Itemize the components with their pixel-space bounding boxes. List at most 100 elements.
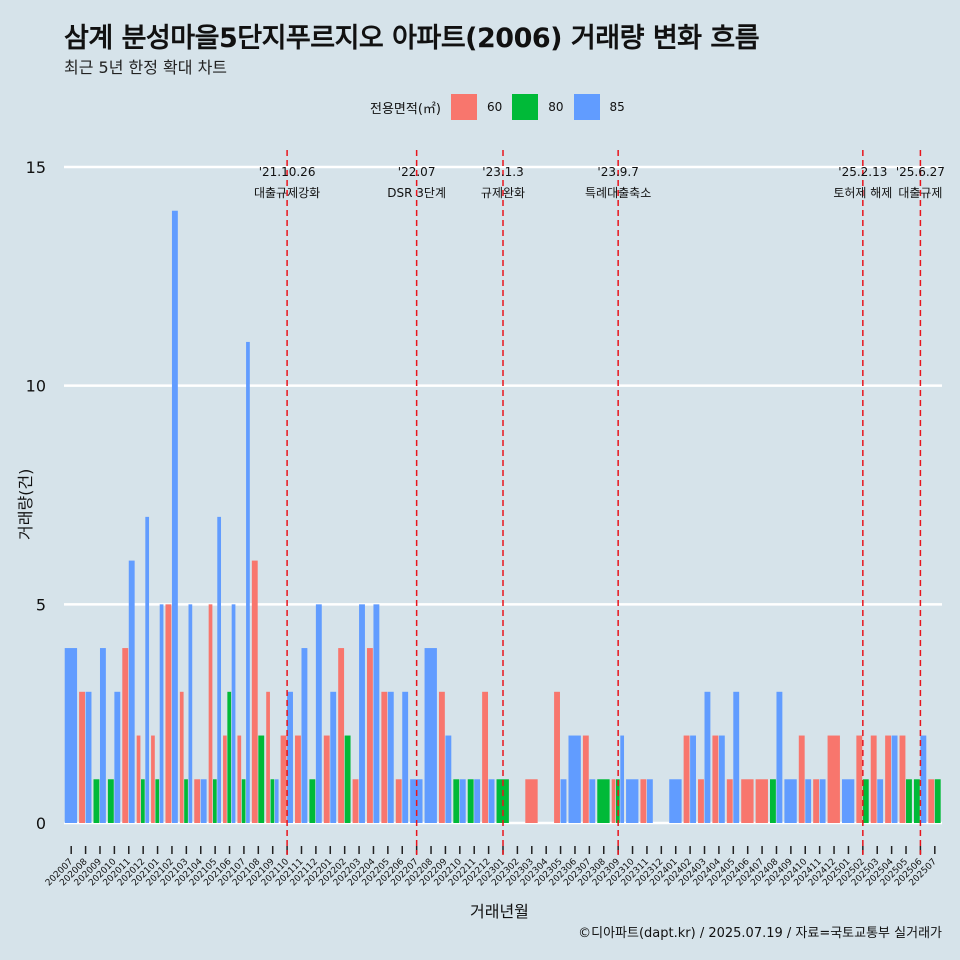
bar-80-202507 — [934, 779, 941, 823]
bar-85-202401 — [669, 779, 682, 823]
bar-80-202012 — [141, 779, 145, 823]
bar-60-202410 — [798, 735, 805, 823]
bar-80-202105 — [212, 779, 217, 823]
x-axis-label: 거래년월 — [470, 902, 529, 921]
bar-60-202406 — [741, 779, 754, 823]
bar-85-202011 — [128, 560, 135, 823]
event-label: DSR 3단계 — [387, 186, 446, 200]
bar-85-202008 — [85, 691, 92, 823]
event-label: 규제완화 — [481, 186, 525, 200]
bar-60-202309 — [611, 779, 616, 823]
bar-60-202110 — [280, 735, 287, 823]
event-date: '21.10.26 — [259, 165, 316, 179]
bar-85-202201 — [330, 691, 337, 823]
bar-85-202111 — [301, 648, 308, 823]
bar-85-202307 — [589, 779, 596, 823]
bar-60-202505 — [899, 735, 906, 823]
bar-80-202107 — [241, 779, 246, 823]
bar-85-202305 — [560, 779, 567, 823]
bar-60-202305 — [554, 691, 560, 823]
bar-85-202102 — [171, 210, 178, 823]
legend-item-80: 80 — [512, 94, 564, 120]
event-date: '23.1.3 — [482, 165, 523, 179]
bar-80-202103 — [184, 779, 188, 823]
bar-60-202307 — [582, 735, 589, 823]
y-tick-label: 15 — [26, 158, 46, 177]
caption: ©디아파트(dapt.kr) / 2025.07.19 / 자료=국토교통부 실… — [578, 926, 942, 941]
bar-85-202106 — [231, 604, 236, 823]
bar-60-202101 — [151, 735, 155, 823]
bar-80-202211 — [467, 779, 474, 823]
bar-85-202105 — [217, 516, 222, 823]
bar-85-202211 — [474, 779, 481, 823]
bar-60-202311 — [640, 779, 647, 823]
chart-title: 삼계 분성마을5단지푸르지오 아파트(2006) 거래량 변화 흐름 — [64, 23, 760, 54]
bar-85-202404 — [718, 735, 725, 823]
bar-85-202410 — [805, 779, 812, 823]
bar-60-202407 — [755, 779, 768, 823]
bar-85-202009 — [99, 648, 106, 823]
bar-60-202502 — [856, 735, 863, 823]
bar-85-202501 — [841, 779, 855, 823]
bar-60-202104 — [194, 779, 201, 823]
bar-80-202506 — [913, 779, 920, 823]
bar-85-202208 — [424, 648, 437, 823]
bar-85-202112 — [315, 604, 322, 823]
y-axis-label: 거래량(건) — [16, 468, 35, 540]
bar-80-202505 — [906, 779, 912, 823]
bar-60-202011 — [122, 648, 129, 823]
bar-60-202303 — [525, 779, 538, 823]
bar-85-202007 — [64, 648, 78, 823]
bar-85-202503 — [877, 779, 884, 823]
bar-80-202502 — [862, 779, 869, 823]
bar-85-202204 — [373, 604, 380, 823]
bar-60-202201 — [323, 735, 330, 823]
event-label: 특례대출축소 — [585, 186, 651, 200]
bar-85-202103 — [188, 604, 193, 823]
bar-60-202102 — [165, 604, 172, 823]
bar-60-202405 — [726, 779, 733, 823]
legend-label-60: 60 — [486, 100, 503, 114]
y-tick-label: 0 — [36, 814, 46, 833]
bar-85-202405 — [733, 691, 740, 823]
event-label: 대출규제 — [898, 186, 942, 200]
bar-60-202103 — [179, 691, 184, 823]
bar-60-202012 — [136, 735, 141, 823]
bar-85-202101 — [159, 604, 164, 823]
bar-85-202010 — [114, 691, 121, 823]
bar-85-202506 — [920, 735, 927, 823]
bar-85-202210 — [459, 779, 466, 823]
bar-80-202009 — [93, 779, 100, 823]
bar-60-202403 — [698, 779, 704, 823]
bar-80-202112 — [309, 779, 316, 823]
legend-item-85: 85 — [573, 94, 625, 120]
bar-60-202206 — [395, 779, 402, 823]
bar-85-202109 — [274, 779, 279, 823]
bar-85-202504 — [891, 735, 898, 823]
bar-80-202010 — [107, 779, 114, 823]
bar-85-202203 — [359, 604, 365, 823]
bar-85-202104 — [200, 779, 207, 823]
legend: 전용면적(㎡) 60 80 85 — [370, 92, 635, 122]
bar-85-202107 — [246, 341, 250, 823]
event-label: 대출규제강화 — [254, 186, 320, 200]
bar-85-202408 — [776, 691, 783, 823]
event-date: '25.6.27 — [896, 165, 945, 179]
bar-60-202008 — [79, 691, 85, 823]
bar-80-202108 — [258, 735, 265, 823]
event-date: '23.9.7 — [597, 165, 638, 179]
legend-swatch-80 — [512, 94, 539, 120]
bar-85-202411 — [819, 779, 826, 823]
bar-60-202109 — [266, 691, 270, 823]
bar-85-202402 — [690, 735, 696, 823]
legend-label-85: 85 — [609, 100, 625, 114]
bar-60-202106 — [223, 735, 227, 823]
chart-subtitle: 최근 5년 한정 확대 차트 — [64, 58, 228, 77]
bar-85-202012 — [145, 516, 150, 823]
bar-80-202109 — [270, 779, 275, 823]
bar-60-202504 — [885, 735, 892, 823]
bar-80-202101 — [155, 779, 160, 823]
bar-80-202408 — [769, 779, 776, 823]
bar-85-202311 — [646, 779, 653, 823]
